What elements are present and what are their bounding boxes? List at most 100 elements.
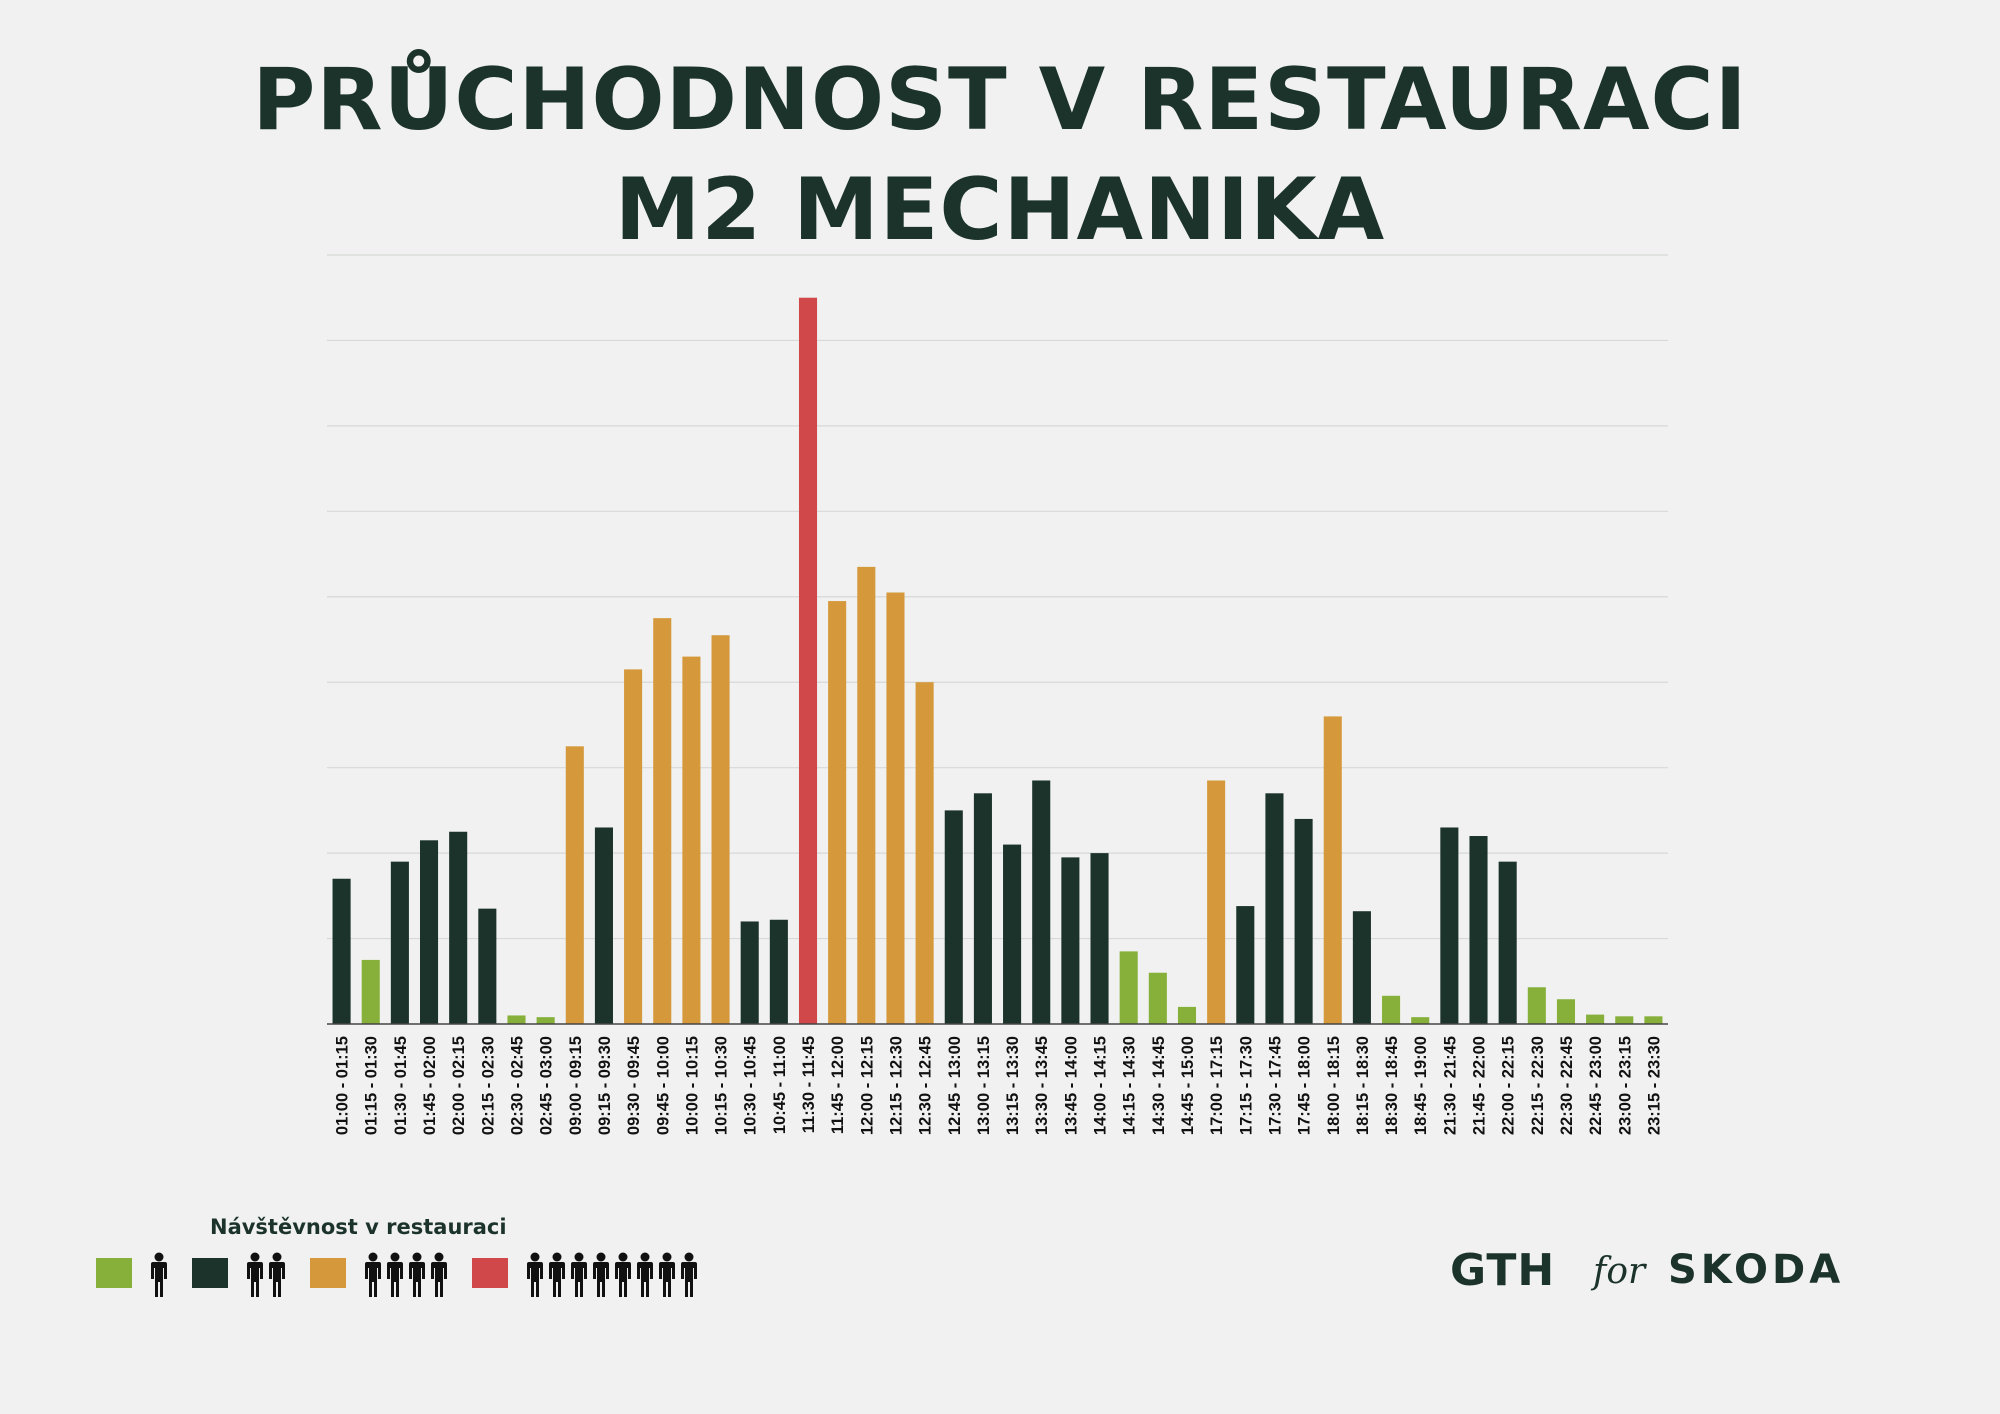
people-icon — [151, 1252, 167, 1297]
x-tick-label: 01:15 - 01:30 — [363, 1036, 381, 1135]
bar — [1061, 857, 1080, 1024]
bar — [1236, 906, 1255, 1024]
x-tick-label: 09:15 - 09:30 — [596, 1036, 614, 1135]
x-tick-label: 14:30 - 14:45 — [1150, 1036, 1168, 1135]
logos: GTH for SKODA — [1450, 1245, 1890, 1315]
x-tick-label: 09:45 - 10:00 — [654, 1036, 672, 1135]
x-tick-label: 01:45 - 02:00 — [421, 1036, 439, 1135]
bar — [653, 618, 672, 1024]
bar — [1615, 1016, 1634, 1024]
x-tick-label: 17:45 - 18:00 — [1296, 1036, 1314, 1135]
skoda-logo: SKODA — [1668, 1247, 1845, 1293]
bar — [390, 861, 409, 1024]
people-icon — [365, 1252, 447, 1297]
chart-title-line-2: M2 MECHANIKA — [614, 160, 1386, 260]
x-tick-label: 17:15 - 17:30 — [1237, 1036, 1255, 1135]
bar — [1352, 911, 1371, 1024]
for-text: for — [1593, 1251, 1646, 1292]
bar — [536, 1017, 555, 1024]
x-tick-label: 02:45 - 03:00 — [538, 1036, 556, 1135]
x-tick-label: 17:00 - 17:15 — [1208, 1036, 1226, 1135]
bar — [740, 921, 759, 1024]
bar — [1148, 972, 1167, 1024]
bar — [419, 840, 439, 1024]
bar — [507, 1015, 526, 1024]
bar — [361, 959, 380, 1024]
x-tick-label: 10:00 - 10:15 — [683, 1036, 701, 1135]
x-tick-label: 12:15 - 12:30 — [887, 1036, 905, 1135]
bar — [594, 827, 613, 1024]
bar — [624, 669, 643, 1024]
bar — [1527, 987, 1546, 1024]
chart-title-line-1: PRŮCHODNOST V RESTAURACI — [252, 50, 1748, 150]
x-tick-label: 10:30 - 10:45 — [742, 1036, 760, 1135]
x-tick-label: 09:00 - 09:15 — [567, 1036, 585, 1135]
x-tick-label: 23:00 - 23:15 — [1616, 1036, 1634, 1135]
bar — [769, 919, 788, 1024]
x-tick-label: 12:00 - 12:15 — [858, 1036, 876, 1135]
legend-swatch — [96, 1258, 132, 1288]
bar — [332, 878, 351, 1024]
bar — [915, 682, 934, 1024]
bar — [973, 793, 992, 1024]
x-tick-label: 02:00 - 02:15 — [450, 1036, 468, 1135]
bar — [1556, 999, 1576, 1024]
x-tick-label: 22:30 - 22:45 — [1558, 1036, 1576, 1135]
bar — [449, 831, 468, 1024]
x-tick-label: 17:30 - 17:45 — [1266, 1036, 1284, 1135]
x-tick-label: 21:45 - 22:00 — [1471, 1036, 1489, 1135]
x-tick-label: 22:00 - 22:15 — [1500, 1036, 1518, 1135]
people-icon — [527, 1252, 697, 1297]
bar — [682, 656, 701, 1024]
x-tick-label: 10:15 - 10:30 — [713, 1036, 731, 1135]
x-tick-label: 18:45 - 19:00 — [1412, 1036, 1430, 1135]
chart-title: PRŮCHODNOST V RESTAURACI M2 MECHANIKA — [0, 45, 2000, 265]
bar — [1440, 827, 1459, 1024]
bar — [1586, 1014, 1605, 1024]
x-tick-label: 01:00 - 01:15 — [334, 1036, 352, 1135]
x-tick-label: 11:30 - 11:45 — [800, 1036, 818, 1133]
gth-logo: GTH — [1450, 1245, 1556, 1296]
x-tick-label: 12:45 - 13:00 — [946, 1036, 964, 1135]
x-tick-label: 14:45 - 15:00 — [1179, 1036, 1197, 1135]
x-tick-label: 10:45 - 11:00 — [771, 1036, 789, 1134]
bar — [944, 810, 963, 1024]
legend-swatch — [192, 1258, 228, 1288]
people-icon — [247, 1252, 285, 1297]
x-tick-label: 02:30 - 02:45 — [508, 1036, 526, 1135]
legend-swatch — [472, 1258, 508, 1288]
bar — [1265, 793, 1284, 1024]
bar — [857, 566, 876, 1024]
bar — [1032, 780, 1051, 1024]
x-tick-label: 14:15 - 14:30 — [1121, 1036, 1139, 1135]
bar — [1411, 1017, 1430, 1024]
x-tick-label: 01:30 - 01:45 — [392, 1036, 410, 1135]
x-tick-label: 13:30 - 13:45 — [1033, 1036, 1051, 1135]
bar — [565, 746, 584, 1024]
x-tick-label: 09:30 - 09:45 — [625, 1036, 643, 1135]
bar — [478, 908, 497, 1024]
bar — [711, 635, 730, 1024]
x-tick-label: 02:15 - 02:30 — [479, 1036, 497, 1135]
bar — [1090, 853, 1109, 1024]
bar — [1177, 1006, 1197, 1024]
x-tick-label: 18:00 - 18:15 — [1325, 1036, 1343, 1135]
bar — [1498, 861, 1517, 1024]
x-tick-label: 12:30 - 12:45 — [917, 1036, 935, 1135]
x-tick-label: 18:15 - 18:30 — [1354, 1036, 1372, 1135]
x-tick-label: 21:30 - 21:45 — [1441, 1036, 1459, 1135]
x-tick-label: 18:30 - 18:45 — [1383, 1036, 1401, 1135]
bar — [1644, 1016, 1663, 1024]
bar — [1323, 716, 1342, 1024]
bar — [1382, 995, 1401, 1024]
bar — [1119, 951, 1138, 1024]
bar — [798, 297, 818, 1024]
bar — [1207, 780, 1226, 1024]
x-tick-label: 13:45 - 14:00 — [1062, 1036, 1080, 1135]
x-tick-label: 23:15 - 23:30 — [1645, 1036, 1663, 1135]
bar — [886, 592, 905, 1024]
x-tick-label: 22:15 - 22:30 — [1529, 1036, 1547, 1135]
x-tick-label: 11:45 - 12:00 — [829, 1036, 847, 1134]
bar — [1003, 844, 1022, 1024]
